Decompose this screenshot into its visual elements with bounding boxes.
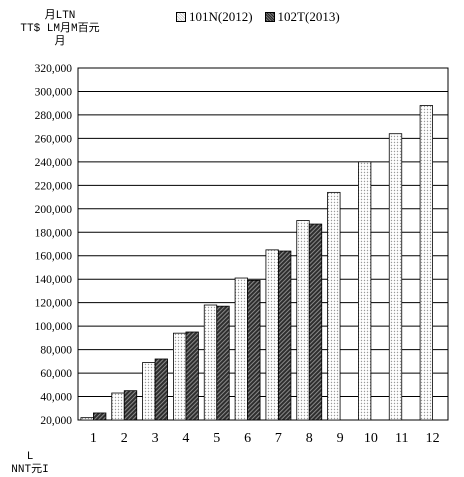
y-axis-title: 月LTN TT$ LM月M百元 月 [4,10,116,49]
bar-2012 [388,133,403,421]
x-tick-label: 9 [337,431,344,446]
legend-swatch-2012 [176,12,186,22]
legend-label-2012: 101N(2012) [189,9,253,24]
x-tick-label: 3 [152,431,159,446]
y-axis-title-line-1: 月LTN [44,10,76,22]
plot-frame [77,67,449,421]
legend-swatch-2013 [264,12,275,22]
x-tick-label: 11 [395,431,408,446]
y-axis-title-line-3: 月 [54,36,66,48]
bar-2013 [185,331,199,421]
chart: 月LTN TT$ LM月M百元 月 101N(2012) 102T(2013) … [4,9,449,476]
y-tick-label: 260,000 [35,133,73,145]
plot-area: 20,00040,00060,00080,000100,000120,00014… [35,63,449,446]
y-tick-label: 240,000 [35,157,73,169]
bar-2012 [296,220,310,421]
x-tick-label: 7 [275,431,282,446]
x-tick-label: 4 [182,431,189,446]
x-axis-title: L NNT元I [0,451,60,477]
bar-2013 [308,223,323,421]
bar-2012 [265,249,279,421]
bar-2013 [93,412,107,421]
bar-2012 [234,277,248,421]
y-tick-label: 160,000 [35,251,73,263]
bar-2012 [327,191,341,421]
bar-2012 [111,392,125,421]
y-tick-label: 220,000 [35,180,73,192]
x-tick-label: 2 [121,431,128,446]
bar-2013 [247,279,261,421]
y-axis-title-line-2: TT$ LM月M百元 [20,23,100,35]
bar-2013 [123,390,138,421]
legend-label-2013: 102T(2013) [277,9,340,24]
y-tick-label: 140,000 [35,274,73,286]
bar-2012 [142,362,156,421]
tick-layer: 20,00040,00060,00080,000100,000120,00014… [35,63,440,446]
y-tick-label: 180,000 [35,227,73,239]
y-tick-label: 280,000 [35,110,73,122]
bar-2013 [278,250,292,421]
y-tick-label: 120,000 [35,298,73,310]
x-tick-label: 1 [90,431,97,446]
x-tick-label: 5 [213,431,220,446]
bar-2013 [154,358,168,421]
y-tick-label: 20,000 [40,415,72,427]
y-tick-label: 80,000 [40,345,72,357]
x-tick-label: 12 [426,431,440,446]
bars-layer [80,105,433,421]
y-tick-label: 60,000 [40,368,72,380]
legend-item-2013: 102T(2013) [264,9,340,25]
y-tick-label: 100,000 [35,321,73,333]
bar-2012 [358,161,372,421]
bar-2012 [80,417,94,421]
x-tick-label: 8 [306,431,313,446]
x-tick-label: 6 [244,431,251,446]
x-tick-label: 10 [364,431,378,446]
y-tick-label: 40,000 [40,392,72,404]
bar-2012 [173,332,187,421]
x-axis-title-line-1: L [26,451,34,463]
y-tick-label: 200,000 [35,204,73,216]
legend-item-2012: 101N(2012) [176,9,253,25]
bar-2012 [203,304,218,421]
grid-layer [77,67,449,421]
bar-2012 [419,105,433,421]
legend: 101N(2012) 102T(2013) [176,9,352,25]
y-tick-label: 300,000 [35,86,73,98]
y-tick-label: 320,000 [35,63,73,75]
bar-2013 [216,305,230,421]
x-axis-title-line-2: NNT元I [11,464,49,476]
